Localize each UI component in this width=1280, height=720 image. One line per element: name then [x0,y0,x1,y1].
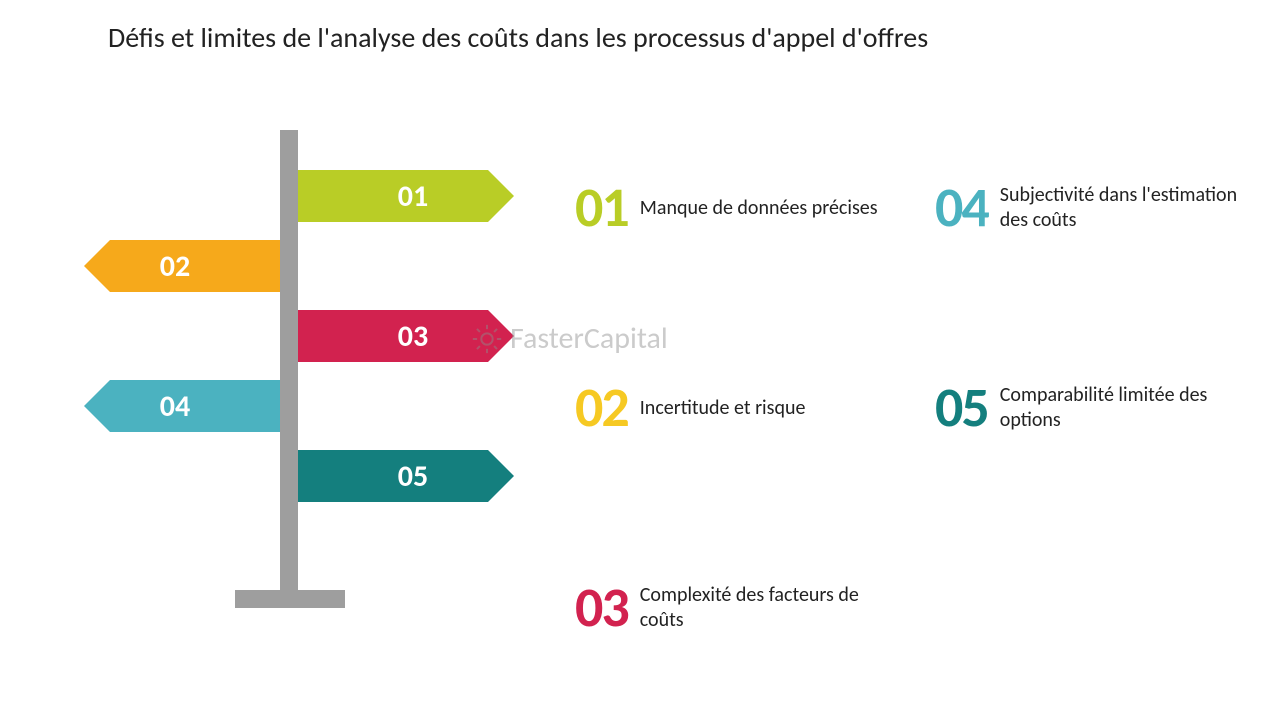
arrow-label: 01 [298,170,488,222]
signpost-graphic: 01 02 03 04 05 [80,130,540,630]
arrow-label: 02 [110,240,280,292]
item-number: 03 [575,580,628,636]
item-number: 04 [935,180,988,236]
item-number: 05 [935,380,988,436]
item-text: Incertitude et risque [640,396,806,421]
signpost-arrow-04: 04 [84,380,280,432]
watermark-text: FasterCapital [510,320,668,357]
page-title: Défis et limites de l'analyse des coûts … [108,20,928,55]
signpost-arrow-02: 02 [84,240,280,292]
list-item-02: 02 Incertitude et risque [575,380,895,436]
list-item-03: 03Complexité des facteurs de coûts [575,580,895,636]
list-item-05: 05Comparabilité limitée des options [935,380,1255,436]
arrow-tip [84,380,110,432]
arrow-tip [84,240,110,292]
signpost-arrow-01: 01 [298,170,514,222]
signpost-pole [280,130,298,600]
item-number: 01 [575,180,628,236]
list-item-04: 04Subjectivité dans l'estimation des coû… [935,180,1255,236]
item-number: 02 [575,380,628,436]
gear-icon [470,322,504,356]
item-text: Comparabilité limitée des options [1000,383,1255,433]
arrow-tip [488,170,514,222]
item-text: Manque de données précises [640,196,878,221]
arrow-label: 03 [298,310,488,362]
item-text: Complexité des facteurs de coûts [640,583,895,633]
arrow-tip [488,450,514,502]
watermark: FasterCapital [470,320,668,357]
item-text: Subjectivité dans l'estimation des coûts [1000,183,1255,233]
signpost-arrow-05: 05 [298,450,514,502]
arrow-label: 05 [298,450,488,502]
list-item-01: 01 Manque de données précises [575,180,895,236]
arrow-label: 04 [110,380,280,432]
